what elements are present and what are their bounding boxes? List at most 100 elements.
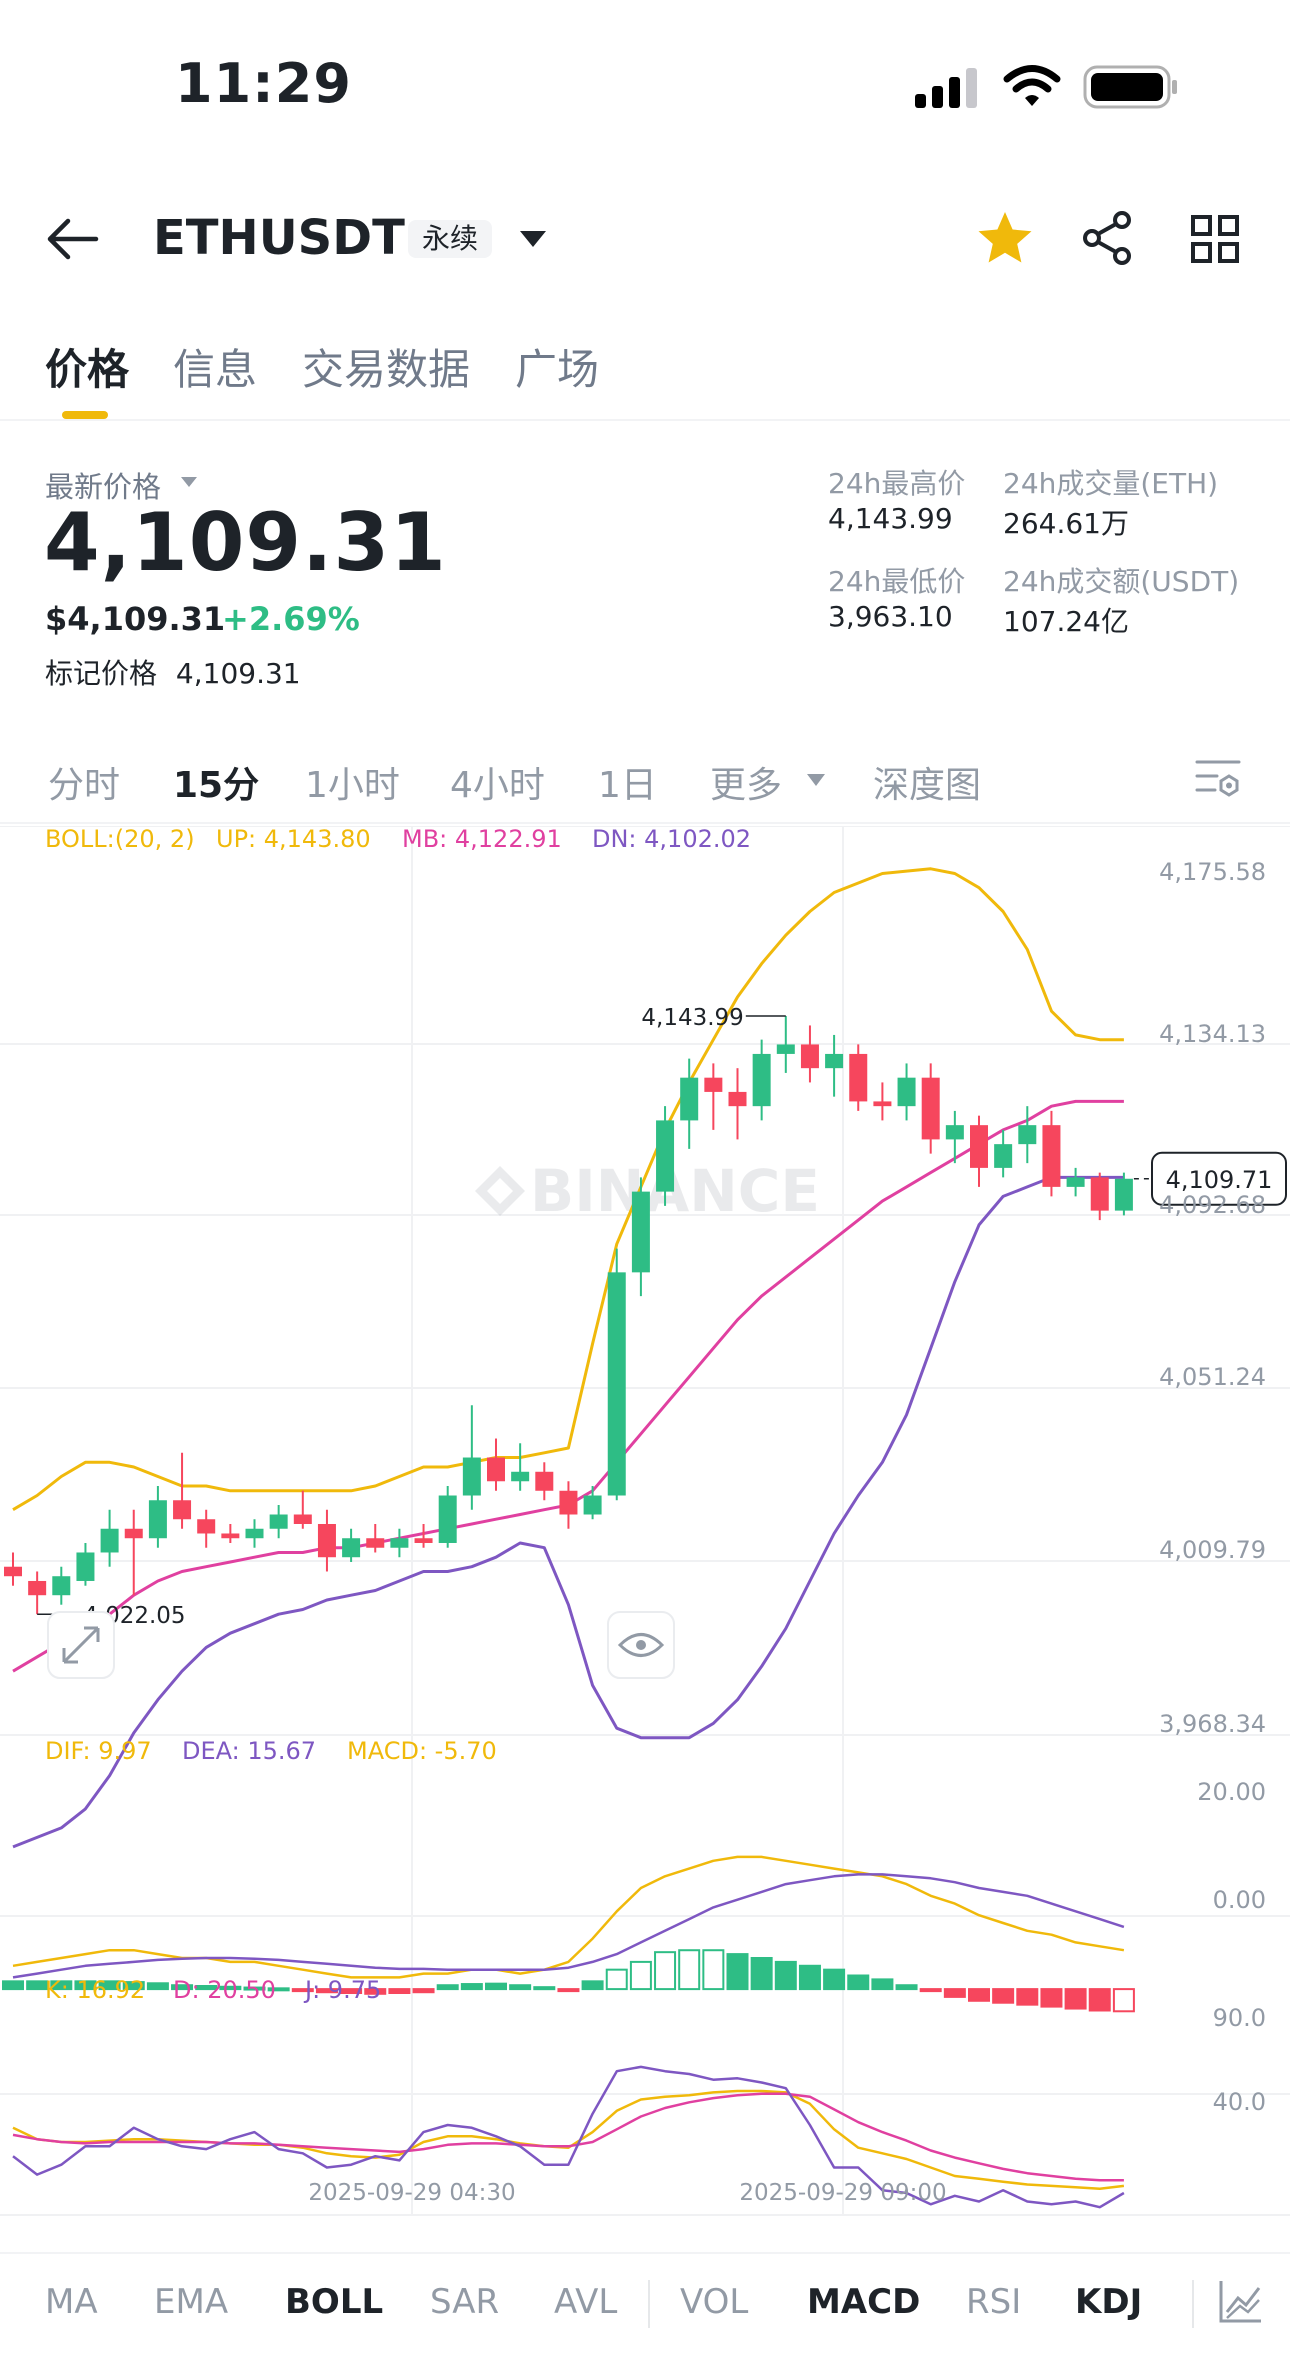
candle — [607, 1248, 626, 1501]
depth-chart-tab[interactable]: 深度图 — [873, 765, 982, 806]
indicator-avl[interactable]: AVL — [554, 2282, 618, 2322]
candle-body — [197, 1519, 216, 1534]
boll-up-value: UP: 4,143.80 — [216, 826, 371, 853]
indicator-ma[interactable]: MA — [45, 2282, 98, 2322]
kdj-d-value: D: 20.50 — [173, 1976, 276, 2004]
macd-histogram-bar — [702, 1949, 725, 1991]
interval-1h[interactable]: 1小时 — [305, 765, 400, 806]
indicator-sar[interactable]: SAR — [430, 2282, 500, 2322]
interval-15m[interactable]: 15分 — [173, 765, 260, 806]
candle-body — [1090, 1177, 1109, 1211]
toggle-visibility-button[interactable] — [607, 1611, 675, 1679]
candle-body — [487, 1457, 505, 1482]
price-axis-tick: 4,092.68 — [1159, 1191, 1266, 1219]
kdj-d-line — [12, 2092, 1124, 2182]
current-price-value: 4,109.71 — [1166, 1166, 1273, 1194]
tab-price[interactable]: 价格 — [45, 345, 130, 394]
macd-histogram-bar — [557, 1988, 580, 1993]
candle — [800, 1025, 819, 1083]
last-price-label[interactable]: 最新价格 — [45, 470, 162, 504]
candle — [366, 1523, 385, 1553]
candle-body — [76, 1552, 95, 1581]
macd-histogram-bar — [364, 1988, 387, 1995]
interval-more[interactable]: 更多 — [710, 765, 783, 806]
tab-square[interactable]: 广场 — [515, 345, 600, 394]
macd-histogram-bar — [726, 1953, 749, 1991]
candle — [656, 1106, 675, 1206]
indicator-macd[interactable]: MACD — [807, 2282, 921, 2322]
indicator-rsi[interactable]: RSI — [966, 2282, 1022, 2322]
candle-body — [535, 1471, 554, 1491]
candle — [52, 1566, 71, 1605]
low-24h-value: 3,963.10 — [828, 600, 953, 633]
indicator-ema[interactable]: EMA — [154, 2282, 229, 2322]
macd-dea-line — [12, 1873, 1125, 1979]
symbol-title[interactable]: ETHUSDT — [153, 210, 405, 266]
macd-histogram-bar — [460, 1983, 483, 1991]
macd-histogram-bar — [388, 1988, 411, 1994]
interval-timeline[interactable]: 分时 — [48, 765, 121, 806]
chart-settings-icon[interactable] — [1195, 756, 1241, 798]
candle — [293, 1490, 312, 1529]
candlestick-chart[interactable]: BINANCE 4,143.994,022.054,109.71BOLL:(20… — [0, 826, 1290, 2216]
back-arrow-icon[interactable] — [44, 214, 100, 264]
candle — [4, 1552, 22, 1586]
symbol-dropdown-icon[interactable] — [518, 228, 548, 250]
candle — [583, 1486, 602, 1520]
candle — [970, 1115, 988, 1187]
candle-body — [873, 1101, 892, 1107]
bar-separator — [1192, 2280, 1194, 2328]
indicator-boll[interactable]: BOLL — [285, 2282, 384, 2322]
candle-body — [1018, 1125, 1037, 1145]
volume-24h-label: 24h成交量(ETH) — [1003, 467, 1219, 500]
indicator-settings-icon[interactable] — [1218, 2278, 1264, 2324]
share-icon[interactable] — [1080, 210, 1136, 266]
macd-histogram-bar — [2, 1980, 24, 1991]
grid-menu-icon[interactable] — [1190, 214, 1240, 264]
candle-body — [366, 1538, 385, 1548]
interval-1d[interactable]: 1日 — [598, 765, 657, 806]
macd-histogram-bar — [992, 1988, 1015, 2004]
candle-body — [414, 1538, 433, 1543]
tab-trading-data[interactable]: 交易数据 — [302, 345, 471, 394]
cellular-signal-icon — [915, 68, 977, 108]
candle — [559, 1481, 578, 1529]
price-change-percent: +2.69% — [222, 600, 360, 638]
caret-down-icon[interactable] — [180, 476, 198, 488]
mark-price: 标记价格 4,109.31 — [45, 652, 301, 692]
candle-body — [680, 1077, 699, 1121]
macd-histogram-bar — [774, 1960, 797, 1991]
candle — [438, 1486, 457, 1548]
macd-histogram-bar — [50, 1980, 73, 1991]
candle — [76, 1542, 95, 1586]
boll-params-label: BOLL:(20, 2) — [45, 826, 195, 853]
contract-type-badge: 永续 — [408, 220, 493, 258]
candle-body — [1042, 1125, 1061, 1187]
candle — [221, 1523, 240, 1543]
candle-body — [656, 1120, 675, 1192]
macd-histogram-bar — [847, 1974, 870, 1991]
status-time: 11:29 — [175, 52, 352, 115]
indicator-vol[interactable]: VOL — [680, 2282, 749, 2322]
high-24h-value: 4,143.99 — [828, 502, 953, 535]
indicator-kdj[interactable]: KDJ — [1075, 2282, 1143, 2322]
candle-body — [994, 1144, 1013, 1168]
interval-4h[interactable]: 4小时 — [450, 765, 545, 806]
candle — [148, 1486, 167, 1548]
macd-histogram-bar — [291, 1988, 314, 1993]
favorite-star-icon[interactable] — [975, 208, 1035, 268]
macd-value: MACD: -5.70 — [347, 1737, 497, 1765]
candle-body — [269, 1514, 288, 1529]
macd-histogram-bar — [605, 1968, 628, 1991]
macd-histogram-bar — [74, 1980, 97, 1991]
candle-body — [1066, 1177, 1085, 1187]
price-axis-tick: 4,051.24 — [1159, 1363, 1266, 1391]
expand-chart-button[interactable] — [47, 1611, 115, 1679]
macd-histogram-bar — [654, 1951, 677, 1991]
candle-body — [752, 1053, 771, 1107]
candle-body — [511, 1471, 530, 1482]
tab-info[interactable]: 信息 — [173, 345, 258, 394]
more-caret-icon[interactable] — [806, 773, 826, 787]
bottom-divider — [0, 2252, 1290, 2254]
macd-histogram-bar — [533, 1986, 556, 1991]
